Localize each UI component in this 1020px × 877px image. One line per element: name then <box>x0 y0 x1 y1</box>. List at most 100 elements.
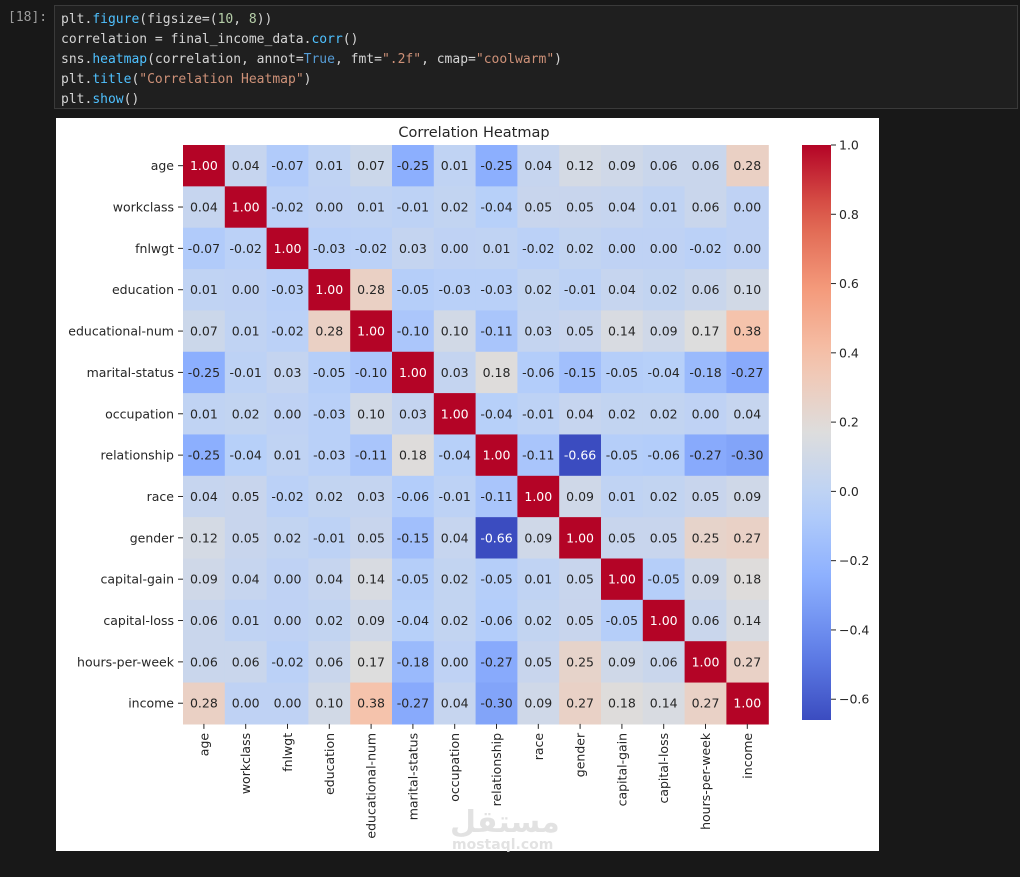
colorbar-bar <box>802 145 831 720</box>
heatmap-cell <box>684 641 727 684</box>
cell-annotation: -0.03 <box>439 282 471 297</box>
heatmap-cell <box>642 145 686 187</box>
cell-annotation: 0.01 <box>357 200 385 215</box>
cell-annotation: -0.05 <box>397 282 429 297</box>
cell-annotation: 0.27 <box>566 696 594 711</box>
cell-annotation: 1.00 <box>441 406 469 421</box>
heatmap-cell <box>433 393 477 436</box>
heatmap-cell <box>433 145 477 187</box>
heatmap-cell <box>642 682 686 725</box>
cell-annotation: -0.27 <box>689 448 721 463</box>
heatmap-cell <box>308 227 351 270</box>
cell-annotation: -0.02 <box>271 324 303 339</box>
cell-annotation: -0.02 <box>271 654 303 669</box>
cell-annotation: 0.00 <box>608 241 636 256</box>
heatmap-cell <box>684 310 727 353</box>
cell-annotation: 0.02 <box>274 530 302 545</box>
heatmap-cell <box>684 475 727 518</box>
cell-annotation: 1.00 <box>357 324 385 339</box>
heatmap-cell <box>308 475 351 518</box>
cell-annotation: -0.25 <box>188 365 220 380</box>
cell-annotation: 0.10 <box>357 406 385 421</box>
heatmap-cell <box>517 641 560 684</box>
cell-annotation: 0.03 <box>357 489 385 504</box>
heatmap-cell <box>350 351 393 394</box>
heatmap-cell <box>266 227 309 270</box>
heatmap-cell <box>433 310 477 353</box>
colorbar-tick-label: 0.8 <box>839 207 859 222</box>
y-tick-label: occupation <box>105 406 174 421</box>
heatmap-cell <box>475 393 518 436</box>
heatmap-cell <box>308 434 351 477</box>
code-token: corr <box>311 32 343 47</box>
heatmap-cell <box>433 475 477 518</box>
cell-annotation: 0.05 <box>566 572 594 587</box>
cell-annotation: 0.38 <box>733 324 761 339</box>
cell-annotation: 0.06 <box>692 613 720 628</box>
code-token: figure <box>92 12 140 27</box>
cell-annotation: 0.06 <box>692 200 720 215</box>
cell-annotation: 0.00 <box>692 406 720 421</box>
heatmap-cell <box>392 517 435 560</box>
cell-annotation: -0.27 <box>480 654 512 669</box>
code-block[interactable]: plt.figure(figsize=(10, 8)) correlation … <box>61 10 562 110</box>
cell-annotation: -0.15 <box>397 530 429 545</box>
colorbar-tick-label: 0.4 <box>839 345 859 360</box>
heatmap-cell <box>308 310 351 353</box>
y-tick-label: race <box>147 489 175 504</box>
cell-annotation: 0.12 <box>190 530 218 545</box>
heatmap-cell <box>183 393 226 436</box>
heatmap-cell <box>183 434 226 477</box>
heatmap-cell <box>475 227 518 270</box>
heatmap-cell <box>224 351 268 394</box>
heatmap-cell <box>601 186 644 229</box>
heatmap-cell <box>183 475 226 518</box>
heatmap-cell <box>308 145 351 187</box>
cell-annotation: 0.25 <box>692 530 720 545</box>
colorbar-tick-label: −0.2 <box>839 553 869 568</box>
code-token: (correlation, annot <box>147 52 296 67</box>
cell-annotation: 0.04 <box>608 282 636 297</box>
cell-annotation: 0.05 <box>524 654 552 669</box>
x-tick-label: income <box>740 733 755 779</box>
cell-annotation: 0.02 <box>441 572 469 587</box>
y-tick-label: capital-gain <box>101 572 174 587</box>
colorbar: 1.0 0.8 0.6 0.4 0.2 0.0 −0.2 −0.4 −0.6 <box>802 138 869 720</box>
y-tick-label: marital-status <box>87 365 174 380</box>
code-cell-editor[interactable]: plt.figure(figsize=(10, 8)) correlation … <box>54 5 1018 109</box>
heatmap-cell <box>475 434 518 477</box>
cell-annotation: 0.27 <box>733 654 761 669</box>
code-token: 8 <box>248 12 257 27</box>
heatmap-cell <box>392 310 435 353</box>
cell-annotation: 0.03 <box>399 406 427 421</box>
cell-annotation: 0.01 <box>650 200 678 215</box>
cell-annotation: -0.03 <box>271 282 303 297</box>
cell-annotation: -0.02 <box>689 241 721 256</box>
cell-annotation: 0.05 <box>566 200 594 215</box>
cell-annotation: 1.00 <box>274 241 302 256</box>
heatmap-cell <box>433 269 477 311</box>
heatmap-cell <box>392 186 435 229</box>
heatmap-cell <box>726 434 769 477</box>
cell-prompt: [18]: <box>8 10 48 25</box>
heatmap-cell <box>433 434 477 477</box>
x-tick-label: fnlwgt <box>280 733 295 772</box>
cell-annotation: 0.03 <box>274 365 302 380</box>
heatmap-cell <box>266 269 309 311</box>
heatmap-cell <box>642 641 686 684</box>
heatmap-cell <box>642 393 686 436</box>
heatmap-cell <box>266 186 309 229</box>
cell-annotation: 0.04 <box>232 572 260 587</box>
heatmap-cell <box>726 186 769 229</box>
cell-annotation: 0.17 <box>357 654 385 669</box>
cell-annotation: -0.25 <box>397 158 429 173</box>
cell-annotation: -0.03 <box>313 241 345 256</box>
heatmap-cell <box>601 434 644 477</box>
cell-annotation: 0.05 <box>524 200 552 215</box>
x-tick-label: educational-num <box>364 733 379 839</box>
heatmap-cell <box>392 351 435 394</box>
heatmap-cell <box>559 351 602 394</box>
cell-annotation: -0.01 <box>397 200 429 215</box>
heatmap-cell <box>183 269 226 311</box>
cell-annotation: -0.05 <box>606 365 638 380</box>
